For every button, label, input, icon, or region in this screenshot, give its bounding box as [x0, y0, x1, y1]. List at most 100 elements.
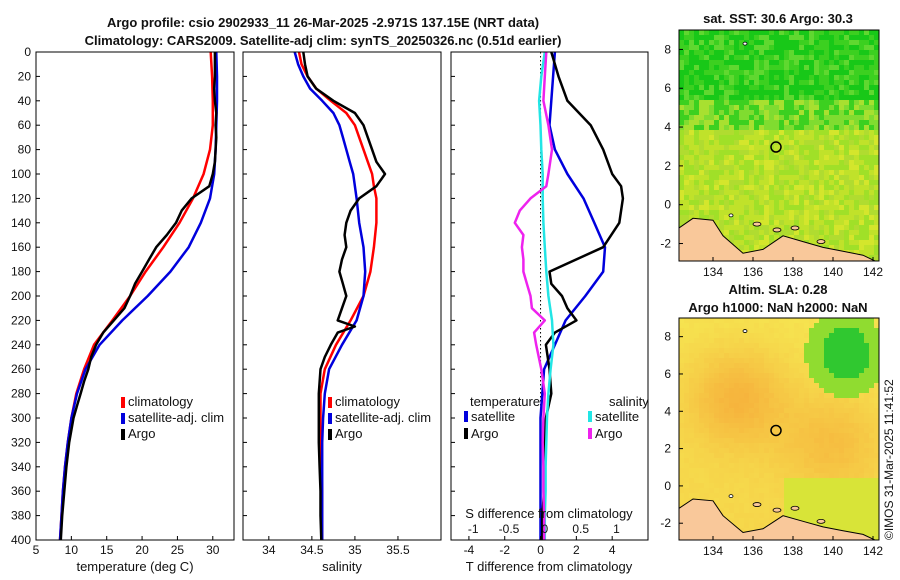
- map-cell: [784, 135, 790, 141]
- map-cell: [709, 155, 715, 161]
- map-cell: [754, 205, 760, 211]
- map-cell: [739, 428, 745, 434]
- map-cell: [699, 463, 705, 469]
- map-cell: [859, 523, 865, 529]
- map-cell: [729, 388, 735, 394]
- map-cell: [829, 160, 835, 166]
- map-cell: [699, 100, 705, 106]
- map-cell: [824, 85, 830, 91]
- map-cell: [764, 353, 770, 359]
- map-cell: [819, 110, 825, 116]
- map-cell: [789, 65, 795, 71]
- map-cell: [819, 473, 825, 479]
- map-cell: [824, 393, 830, 399]
- map-cell: [684, 453, 690, 459]
- map-cell: [769, 135, 775, 141]
- map-cell: [759, 493, 765, 499]
- map-cell: [684, 140, 690, 146]
- map-cell: [874, 463, 879, 469]
- map-cell: [794, 110, 800, 116]
- sst-map-frame: [678, 29, 880, 262]
- map-cell: [799, 383, 805, 389]
- map-cell: [814, 105, 820, 111]
- map-cell: [824, 210, 830, 216]
- difference-line-salinity-satellite: [537, 52, 555, 540]
- map-cell: [679, 498, 685, 504]
- map-cell: [804, 180, 810, 186]
- map-cell: [829, 180, 835, 186]
- map-cell: [814, 120, 820, 126]
- map-cell: [869, 85, 875, 91]
- sdiff-xtick-label: -0.5: [499, 522, 520, 536]
- map-cell: [864, 105, 870, 111]
- map-cell: [754, 45, 760, 51]
- map-cell: [819, 60, 825, 66]
- map-cell: [859, 398, 865, 404]
- map-cell: [784, 45, 790, 51]
- map-cell: [699, 483, 705, 489]
- map-cell: [764, 135, 770, 141]
- map-cell: [754, 463, 760, 469]
- map-cell: [819, 75, 825, 81]
- map-cell: [694, 363, 700, 369]
- map-cell: [869, 493, 875, 499]
- map-cell: [769, 110, 775, 116]
- map-cell: [729, 230, 735, 236]
- map-cell: [739, 200, 745, 206]
- map-cell: [779, 398, 785, 404]
- map-cell: [849, 100, 855, 106]
- map-cell: [749, 328, 755, 334]
- map-cell: [679, 443, 685, 449]
- map-cell: [719, 150, 725, 156]
- map-cell: [684, 195, 690, 201]
- map-cell: [824, 363, 830, 369]
- map-cell: [809, 338, 815, 344]
- map-cell: [799, 498, 805, 504]
- map-cell: [679, 333, 685, 339]
- map-cell: [784, 175, 790, 181]
- map-cell: [859, 60, 865, 66]
- map-cell: [809, 185, 815, 191]
- map-cell: [729, 358, 735, 364]
- map-cell: [849, 453, 855, 459]
- map-cell: [749, 513, 755, 519]
- map-cell: [824, 438, 830, 444]
- map-cell: [784, 215, 790, 221]
- map-cell: [869, 160, 875, 166]
- map-cell: [849, 518, 855, 524]
- map-cell: [874, 245, 879, 251]
- map-cell: [854, 343, 860, 349]
- map-cell: [734, 170, 740, 176]
- map-cell: [794, 318, 800, 324]
- map-cell: [799, 160, 805, 166]
- map-cell: [739, 95, 745, 101]
- map-cell: [729, 418, 735, 424]
- map-cell: [839, 205, 845, 211]
- map-cell: [699, 388, 705, 394]
- map-cell: [739, 513, 745, 519]
- map-cell: [874, 120, 879, 126]
- map-cell: [854, 358, 860, 364]
- map-cell: [689, 383, 695, 389]
- map-cell: [784, 100, 790, 106]
- map-cell: [694, 195, 700, 201]
- map-cell: [829, 393, 835, 399]
- tdiff-xtick-label: -2: [499, 543, 510, 557]
- map-cell: [804, 453, 810, 459]
- map-cell: [809, 165, 815, 171]
- map-cell: [834, 135, 840, 141]
- map-cell: [764, 458, 770, 464]
- map-cell: [834, 240, 840, 246]
- map-cell: [804, 50, 810, 56]
- legend-swatch-s-satellite: [588, 411, 592, 422]
- map-cell: [724, 318, 730, 324]
- map-cell: [869, 175, 875, 181]
- map-cell: [774, 428, 780, 434]
- map-cell: [724, 453, 730, 459]
- map-cell: [764, 40, 770, 46]
- map-cell: [844, 175, 850, 181]
- map-cell: [814, 50, 820, 56]
- map-cell: [814, 323, 820, 329]
- map-cell: [814, 35, 820, 41]
- map-cell: [724, 35, 730, 41]
